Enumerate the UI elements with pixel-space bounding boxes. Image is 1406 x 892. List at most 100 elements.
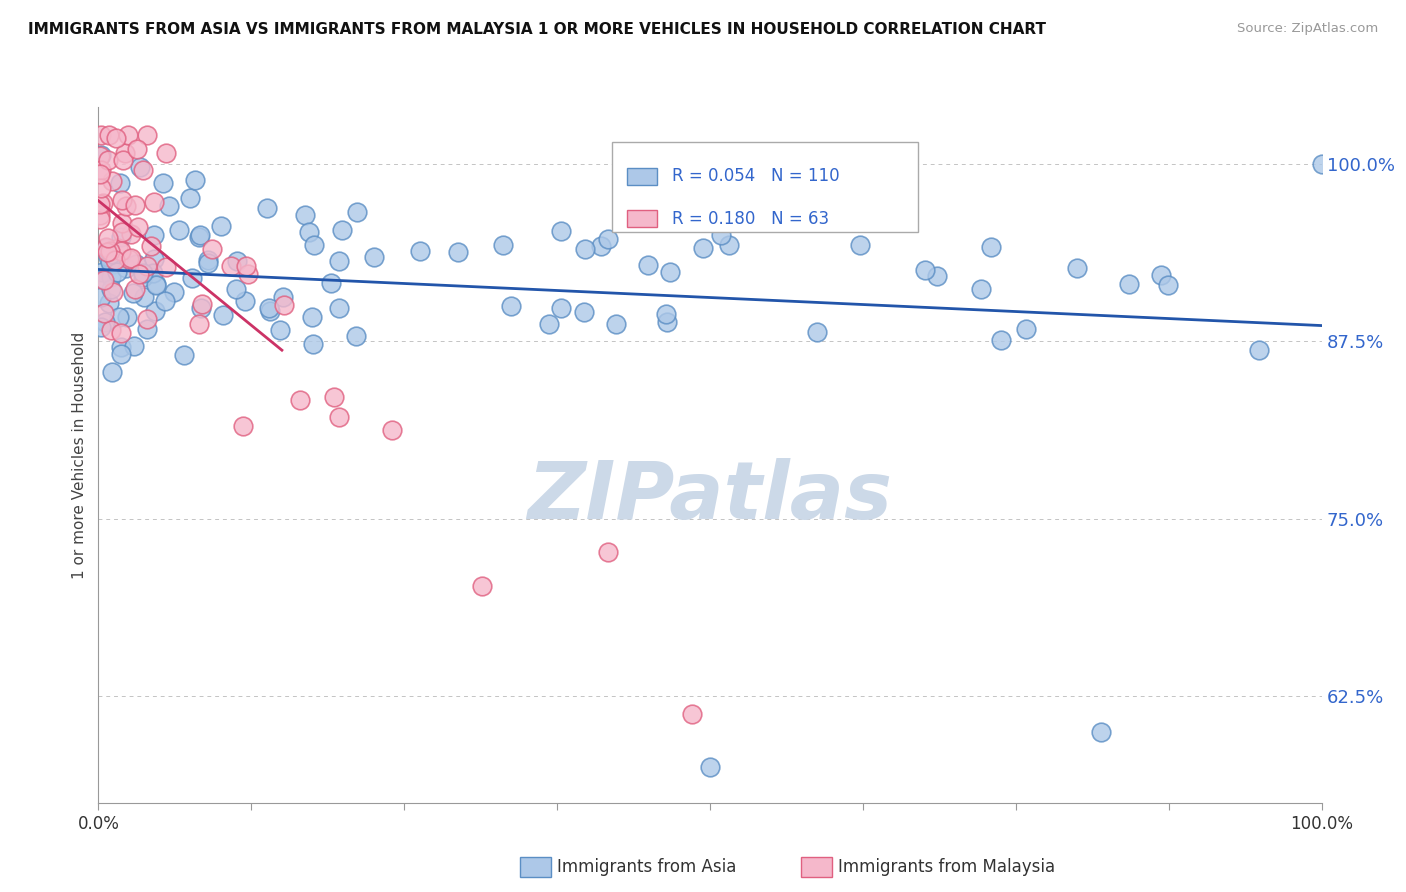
Point <box>135 322 157 336</box>
Point <box>718 238 741 252</box>
Point <box>319 276 342 290</box>
Point <box>914 262 936 277</box>
Point <box>114 199 136 213</box>
Point <box>236 267 259 281</box>
Point <box>190 301 212 316</box>
Point <box>191 297 214 311</box>
Point <box>183 173 205 187</box>
Point <box>550 301 572 316</box>
Point <box>259 304 281 318</box>
Point <box>90 148 112 162</box>
Point <box>655 315 678 329</box>
Point <box>89 208 111 222</box>
Point <box>381 423 404 437</box>
Point <box>623 207 645 221</box>
Point <box>142 194 165 209</box>
Point <box>322 390 344 404</box>
Point <box>163 285 186 299</box>
Point <box>155 146 177 161</box>
Point <box>90 290 112 304</box>
Point <box>155 260 177 275</box>
Point <box>143 252 166 267</box>
Point <box>328 301 350 315</box>
Point <box>118 252 141 267</box>
Point <box>142 266 165 280</box>
Text: R = 0.054   N = 110: R = 0.054 N = 110 <box>672 167 839 186</box>
Point <box>90 128 112 143</box>
Point <box>108 310 131 324</box>
Point <box>110 326 132 340</box>
Point <box>90 181 112 195</box>
Text: IMMIGRANTS FROM ASIA VS IMMIGRANTS FROM MALAYSIA 1 OR MORE VEHICLES IN HOUSEHOLD: IMMIGRANTS FROM ASIA VS IMMIGRANTS FROM … <box>28 22 1046 37</box>
Point <box>120 251 142 265</box>
Point <box>209 219 232 233</box>
Text: Immigrants from Malaysia: Immigrants from Malaysia <box>838 858 1054 876</box>
Point <box>1066 260 1088 275</box>
Point <box>132 266 155 280</box>
Point <box>122 339 145 353</box>
Point <box>152 176 174 190</box>
Point <box>212 308 235 322</box>
Point <box>145 278 167 293</box>
Point <box>302 238 325 252</box>
Point <box>135 259 157 273</box>
Point <box>100 269 122 284</box>
Point <box>101 365 124 379</box>
Point <box>90 319 112 334</box>
Point <box>136 128 159 143</box>
Point <box>111 153 134 168</box>
Point <box>94 240 117 254</box>
Point <box>188 317 211 331</box>
Point <box>157 199 180 213</box>
Point <box>408 244 430 259</box>
Point <box>849 238 872 252</box>
Point <box>110 244 132 258</box>
Point <box>447 245 470 260</box>
Point <box>197 252 219 267</box>
Point <box>132 163 155 178</box>
Point <box>328 254 350 268</box>
Point <box>89 149 111 163</box>
FancyBboxPatch shape <box>627 210 658 227</box>
Point <box>710 228 733 243</box>
Point <box>101 257 124 271</box>
Point <box>110 347 132 361</box>
Point <box>637 258 659 272</box>
Point <box>110 230 132 244</box>
Point <box>117 128 139 143</box>
Point <box>97 153 120 168</box>
Point <box>197 256 219 270</box>
Point <box>572 305 595 319</box>
Point <box>233 294 256 309</box>
Point <box>100 323 122 337</box>
Point <box>114 145 136 160</box>
Point <box>103 252 125 267</box>
Point <box>100 246 122 260</box>
Point <box>124 256 146 270</box>
Point <box>346 205 368 219</box>
Point <box>806 325 828 339</box>
Point <box>225 282 247 296</box>
Point <box>181 271 204 285</box>
Text: Source: ZipAtlas.com: Source: ZipAtlas.com <box>1237 22 1378 36</box>
Point <box>970 282 993 296</box>
Point <box>107 242 129 256</box>
Point <box>301 310 323 324</box>
Point <box>124 197 146 211</box>
Point <box>97 128 120 143</box>
Point <box>298 226 321 240</box>
Point <box>492 238 515 252</box>
Point <box>596 545 619 559</box>
Point <box>96 244 118 259</box>
Point <box>108 176 131 190</box>
Point <box>143 303 166 318</box>
Point <box>598 232 620 246</box>
Point <box>128 267 150 281</box>
Point <box>1118 277 1140 292</box>
Point <box>301 337 323 351</box>
FancyBboxPatch shape <box>627 168 658 185</box>
Point <box>173 348 195 362</box>
Point <box>101 285 124 299</box>
Point <box>659 265 682 279</box>
Point <box>499 299 522 313</box>
